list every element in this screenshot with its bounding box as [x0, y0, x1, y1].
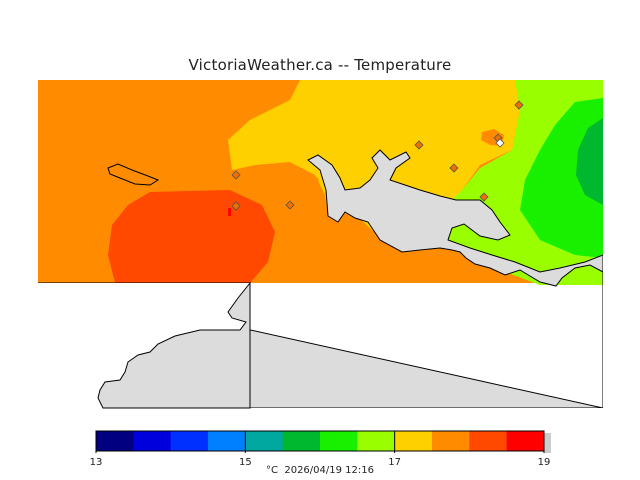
zone-yellow	[228, 80, 520, 250]
legend-band	[432, 431, 470, 451]
zone-green	[520, 98, 603, 258]
zone-dark-green	[576, 118, 603, 205]
legend-band	[133, 431, 172, 451]
legend-timestamp: 2026/04/19 12:16	[284, 465, 374, 476]
legend-shadow	[544, 433, 551, 453]
island-outline	[107, 163, 160, 186]
map-title: VictoriaWeather.ca -- Temperature	[188, 56, 452, 74]
legend-caption: °C 2026/04/19 12:16	[0, 465, 640, 476]
station-markers	[228, 100, 524, 216]
legend-band	[506, 431, 545, 451]
legend-tick-label: 15	[239, 457, 252, 468]
legend-band	[96, 431, 134, 451]
station-marker[interactable]	[514, 100, 524, 110]
legend-band	[170, 431, 209, 451]
legend-tick-label: 19	[538, 457, 551, 468]
station-marker[interactable]	[495, 138, 505, 148]
zone-orange-cape	[245, 162, 328, 220]
station-marker[interactable]	[285, 200, 295, 210]
legend-band	[320, 431, 358, 451]
station-marker[interactable]	[231, 170, 241, 180]
legend-band	[208, 431, 246, 451]
legend-band	[469, 431, 508, 451]
legend-band	[245, 431, 284, 451]
legend-bands	[96, 431, 551, 453]
legend-unit: °C	[266, 465, 278, 476]
legend-band	[282, 431, 321, 451]
legend-ticks: 13 15 17 19	[90, 431, 551, 468]
zone-red-orange	[108, 190, 275, 283]
station-marker[interactable]	[449, 163, 459, 173]
legend-tick-label: 17	[388, 457, 401, 468]
station-marker-red[interactable]	[228, 208, 231, 216]
legend-band	[394, 431, 433, 451]
legend-band	[357, 431, 396, 451]
station-marker[interactable]	[231, 201, 241, 211]
station-marker[interactable]	[414, 140, 424, 150]
land-mass-south	[97, 281, 251, 409]
station-marker[interactable]	[479, 192, 489, 202]
legend-tick-label: 13	[90, 457, 103, 468]
